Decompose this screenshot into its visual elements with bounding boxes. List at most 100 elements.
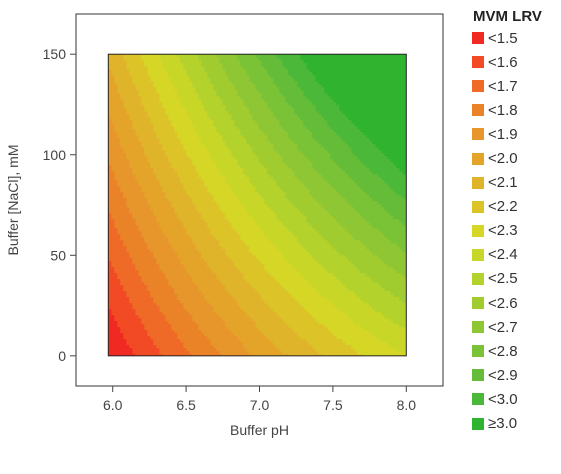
contour-cell bbox=[234, 150, 238, 154]
contour-cell bbox=[375, 135, 379, 139]
contour-cell bbox=[378, 123, 382, 127]
contour-cell bbox=[210, 171, 214, 175]
contour-cell bbox=[177, 192, 181, 196]
contour-cell bbox=[282, 63, 286, 67]
contour-cell bbox=[210, 117, 214, 121]
contour-cell bbox=[402, 156, 406, 160]
contour-cell bbox=[390, 174, 394, 178]
contour-cell bbox=[231, 138, 235, 142]
contour-cell bbox=[282, 171, 286, 175]
contour-cell bbox=[390, 114, 394, 118]
contour-cell bbox=[297, 69, 301, 73]
contour-cell bbox=[324, 75, 328, 79]
contour-cell bbox=[252, 168, 256, 172]
contour-cell bbox=[315, 75, 319, 79]
contour-cell bbox=[354, 120, 358, 124]
contour-cell bbox=[321, 138, 325, 142]
contour-cell bbox=[180, 183, 184, 187]
contour-cell bbox=[201, 108, 205, 112]
contour-cell bbox=[318, 87, 322, 91]
contour-cell bbox=[342, 168, 346, 172]
contour-cell bbox=[393, 129, 397, 133]
contour-cell bbox=[324, 138, 328, 142]
contour-cell bbox=[264, 135, 268, 139]
contour-cell bbox=[165, 66, 169, 70]
contour-cell bbox=[198, 78, 202, 82]
contour-cell bbox=[402, 120, 406, 124]
contour-cell bbox=[123, 96, 127, 100]
contour-cell bbox=[168, 120, 172, 124]
contour-cell bbox=[156, 114, 160, 118]
contour-cell bbox=[273, 93, 277, 97]
contour-cell bbox=[363, 150, 367, 154]
contour-cell bbox=[387, 123, 391, 127]
contour-cell bbox=[180, 165, 184, 169]
contour-cell bbox=[177, 153, 181, 157]
contour-cell bbox=[285, 63, 289, 67]
contour-cell bbox=[234, 81, 238, 85]
contour-cell bbox=[177, 150, 181, 154]
contour-cell bbox=[147, 87, 151, 91]
contour-cell bbox=[354, 198, 358, 202]
contour-cell bbox=[363, 186, 367, 190]
contour-cell bbox=[384, 159, 388, 163]
contour-cell bbox=[294, 150, 298, 154]
contour-cell bbox=[324, 66, 328, 70]
contour-cell bbox=[114, 171, 118, 175]
contour-cell bbox=[288, 87, 292, 91]
contour-cell bbox=[216, 156, 220, 160]
contour-cell bbox=[333, 177, 337, 181]
contour-cell bbox=[351, 87, 355, 91]
contour-cell bbox=[321, 150, 325, 154]
contour-cell bbox=[192, 99, 196, 103]
contour-cell bbox=[135, 90, 139, 94]
contour-cell bbox=[288, 99, 292, 103]
contour-cell bbox=[342, 102, 346, 106]
contour-cell bbox=[249, 171, 253, 175]
contour-cell bbox=[357, 78, 361, 82]
contour-cell bbox=[114, 189, 118, 193]
contour-cell bbox=[165, 195, 169, 199]
contour-cell bbox=[159, 54, 163, 58]
contour-cell bbox=[171, 144, 175, 148]
contour-cell bbox=[390, 162, 394, 166]
contour-cell bbox=[348, 102, 352, 106]
contour-cell bbox=[270, 120, 274, 124]
contour-cell bbox=[165, 129, 169, 133]
contour-cell bbox=[375, 99, 379, 103]
contour-cell bbox=[225, 192, 229, 196]
contour-cell bbox=[321, 159, 325, 163]
contour-cell bbox=[393, 120, 397, 124]
contour-cell bbox=[291, 117, 295, 121]
contour-cell bbox=[321, 87, 325, 91]
contour-cell bbox=[360, 102, 364, 106]
contour-cell bbox=[342, 183, 346, 187]
contour-cell bbox=[396, 102, 400, 106]
contour-cell bbox=[135, 111, 139, 115]
contour-cell bbox=[192, 93, 196, 97]
contour-cell bbox=[405, 84, 407, 88]
contour-cell bbox=[270, 126, 274, 130]
contour-cell bbox=[399, 78, 403, 82]
contour-cell bbox=[231, 120, 235, 124]
contour-cell bbox=[354, 186, 358, 190]
contour-cell bbox=[204, 108, 208, 112]
contour-cell bbox=[399, 177, 403, 181]
contour-cell bbox=[396, 57, 400, 61]
contour-cell bbox=[147, 150, 151, 154]
contour-cell bbox=[147, 75, 151, 79]
contour-cell bbox=[180, 75, 184, 79]
contour-cell bbox=[111, 174, 115, 178]
contour-cell bbox=[306, 162, 310, 166]
contour-cell bbox=[279, 180, 283, 184]
contour-cell bbox=[126, 81, 130, 85]
contour-cell bbox=[117, 54, 121, 58]
contour-cell bbox=[249, 180, 253, 184]
contour-cell bbox=[339, 90, 343, 94]
contour-cell bbox=[345, 162, 349, 166]
contour-cell bbox=[285, 54, 289, 58]
contour-cell bbox=[273, 120, 277, 124]
contour-cell bbox=[270, 63, 274, 67]
contour-cell bbox=[111, 69, 115, 73]
contour-cell bbox=[132, 165, 136, 169]
